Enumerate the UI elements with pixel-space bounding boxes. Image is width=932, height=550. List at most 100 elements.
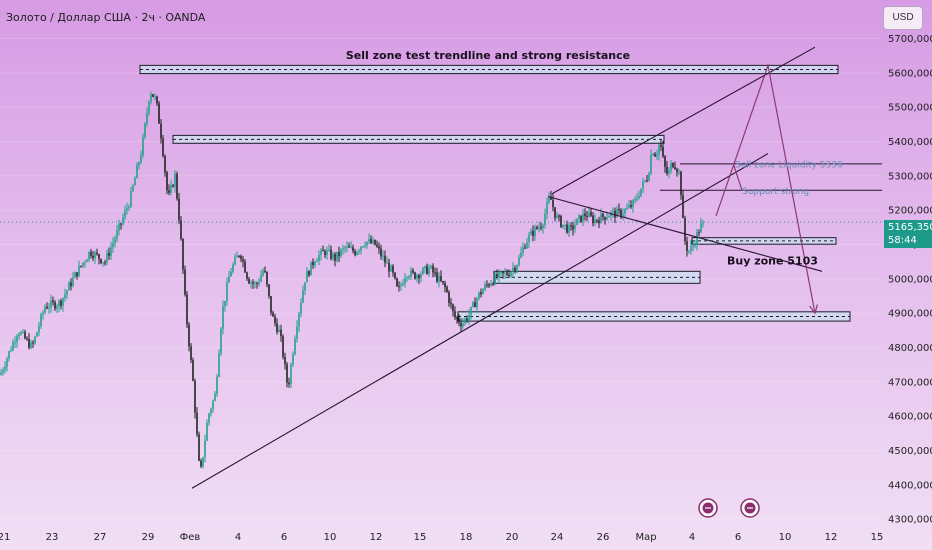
candle-body — [620, 209, 622, 216]
trendline-rising-support[interactable] — [191, 153, 769, 489]
candle-body — [48, 307, 50, 309]
candle-body — [674, 167, 676, 170]
candle-body — [448, 291, 450, 303]
candle-body — [584, 213, 586, 216]
candle-body — [452, 304, 454, 312]
trendline-channel-upper[interactable] — [551, 46, 816, 195]
candle-body — [536, 226, 538, 229]
candle-body — [392, 265, 394, 273]
candle-body — [50, 300, 52, 308]
candle-body — [548, 196, 550, 203]
projection-line[interactable] — [715, 63, 816, 314]
candle-body — [178, 198, 180, 221]
x-tick-label: Фев — [180, 532, 201, 543]
candle-body — [374, 239, 376, 245]
symbol-title: Золото / Доллар США · 2ч · OANDA — [6, 11, 206, 24]
candle-body — [166, 172, 168, 191]
candle-body — [116, 230, 118, 239]
annotation-label: Support strong — [742, 187, 809, 197]
candle-body — [10, 350, 12, 352]
candle-body — [260, 275, 262, 282]
candle-body — [302, 290, 304, 303]
candle-body — [198, 434, 200, 461]
x-tick-label: 15 — [871, 532, 884, 543]
candle-body — [104, 262, 106, 264]
candle-body — [636, 198, 638, 200]
candle-body — [472, 302, 474, 307]
candle-body — [526, 242, 528, 249]
candle-body — [204, 440, 206, 458]
candle-body — [82, 262, 84, 266]
candle-body — [224, 300, 226, 307]
candle-body — [652, 153, 654, 156]
x-axis: 21 23 27 29 Фев 4 6 10 12 15 18 20 24 26 Мар 4 6 10 12 15 — [0, 532, 883, 543]
candle-body — [388, 262, 390, 272]
candle-body — [90, 251, 92, 256]
candle-body — [562, 224, 564, 227]
candle-body — [318, 254, 320, 261]
candle-body — [354, 251, 356, 255]
candle-body — [356, 251, 358, 255]
candle-body — [420, 273, 422, 279]
candle-body — [650, 155, 652, 174]
candle-body — [264, 270, 266, 272]
candle-body — [410, 270, 412, 277]
candle-body — [334, 254, 336, 261]
candle-body — [188, 324, 190, 347]
candle-body — [672, 163, 674, 168]
x-tick-label: 18 — [460, 532, 473, 543]
currency-button[interactable]: USD — [883, 6, 923, 30]
candle-body — [190, 346, 192, 360]
candle-body — [426, 266, 428, 275]
candle-body — [162, 138, 164, 156]
event-calendar-icon[interactable] — [740, 498, 760, 518]
candle-body — [554, 207, 556, 218]
candle-body — [538, 227, 540, 229]
candle-body — [458, 318, 460, 323]
projection-branch[interactable] — [732, 162, 743, 191]
candle-body — [118, 223, 120, 231]
event-icons — [698, 498, 760, 518]
candle-body — [598, 220, 600, 224]
candle-body — [690, 246, 692, 251]
candle-body — [206, 422, 208, 441]
candle-body — [464, 318, 466, 324]
candle-body — [398, 286, 400, 288]
candle-body — [14, 342, 16, 344]
y-tick-label: 4300,000 — [888, 515, 932, 526]
candle-body — [442, 281, 444, 283]
candle-body — [158, 103, 160, 124]
candle-body — [358, 250, 360, 252]
candle-body — [20, 332, 22, 335]
candle-body — [26, 338, 28, 340]
candle-body — [680, 171, 682, 195]
candle-body — [154, 96, 156, 98]
grid — [0, 38, 880, 520]
candle-body — [44, 306, 46, 313]
candle-body — [212, 400, 214, 410]
zone-low-support[interactable] — [457, 311, 851, 322]
candle-body — [350, 247, 352, 249]
candle-body — [482, 289, 484, 295]
candle-body — [480, 292, 482, 295]
candle-body — [186, 294, 188, 325]
candle-body — [246, 272, 248, 279]
candle-body — [456, 317, 458, 319]
candle-body — [156, 96, 158, 104]
trendline-descending-line[interactable] — [547, 195, 823, 272]
x-tick-label: 12 — [370, 532, 383, 543]
candle-body — [236, 255, 238, 258]
candle-body — [498, 272, 500, 278]
candle-body — [580, 215, 582, 222]
event-calendar-icon[interactable] — [698, 498, 718, 518]
candle-body — [38, 326, 40, 333]
candle-body — [148, 101, 150, 113]
candle-body — [626, 207, 628, 210]
candle-body — [644, 180, 646, 182]
candle-body — [120, 223, 122, 225]
candle-body — [98, 254, 100, 259]
candle-body — [234, 257, 236, 265]
candle-body — [42, 312, 44, 315]
annotations: Sell zone test trendline and strong resi… — [346, 49, 843, 267]
